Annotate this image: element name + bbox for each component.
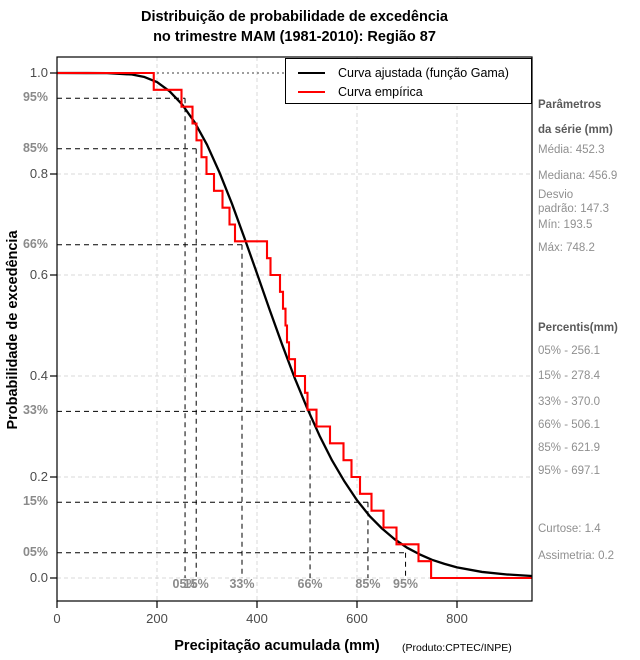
y-percentile-label: 66% xyxy=(22,236,48,251)
legend-item-empirical: Curva empírica xyxy=(298,82,531,101)
sidebar-percentil-05: 05% - 256.1 xyxy=(538,345,601,357)
x-percentile-label: 85% xyxy=(355,577,381,591)
sidebar-percentis-title: Percentis(mm) xyxy=(538,322,618,334)
y-percentile-label: 95% xyxy=(22,90,48,105)
legend-label-fitted: Curva ajustada (função Gama) xyxy=(338,65,509,80)
sidebar-percentil-66: 66% - 506.1 xyxy=(538,419,601,431)
chart-title-line2: no trimestre MAM (1981-2010): Região 87 xyxy=(153,29,436,45)
empirical-curve-line-icon xyxy=(298,90,325,93)
sidebar-percentil-15: 15% - 278.4 xyxy=(538,370,601,382)
y-percentile-label: 15% xyxy=(22,494,48,509)
sidebar-percentil-95: 95% - 697.1 xyxy=(538,465,601,477)
x-percentile-label: 66% xyxy=(297,577,323,591)
y-tick-label: 0.6 xyxy=(29,267,48,282)
sidebar-percentil-85: 85% - 621.9 xyxy=(538,442,601,454)
legend-item-fitted: Curva ajustada (função Gama) xyxy=(298,63,531,82)
sidebar-max: Máx: 748.2 xyxy=(538,242,595,254)
x-tick-label: 600 xyxy=(346,611,368,626)
legend-label-empirical: Curva empírica xyxy=(338,84,423,99)
x-percentile-label: 33% xyxy=(229,577,255,591)
sidebar-curtose: Curtose: 1.4 xyxy=(538,523,601,535)
sidebar-assimetria: Assimetria: 0.2 xyxy=(538,550,615,562)
y-tick-label: 0.4 xyxy=(29,368,48,383)
chart-legend: Curva ajustada (função Gama) Curva empír… xyxy=(285,58,532,104)
y-tick-label: 0.2 xyxy=(29,469,48,484)
y-tick-label: 0.0 xyxy=(29,570,48,585)
y-percentile-label: 05% xyxy=(22,544,48,559)
sidebar-params-title: Parâmetros da série (mm) xyxy=(538,99,613,136)
x-tick-label: 0 xyxy=(53,611,61,626)
y-tick-label: 1.0 xyxy=(29,65,48,80)
x-percentile-label: 95% xyxy=(393,577,419,591)
chart-title: Distribuição de probabilidade de excedên… xyxy=(57,7,532,47)
chart-title-line1: Distribuição de probabilidade de excedên… xyxy=(140,9,448,25)
sidebar-media: Média: 452.3 xyxy=(538,144,605,156)
y-percentile-label: 33% xyxy=(22,403,48,418)
product-credit: (Produto:CPTEC/INPE) xyxy=(402,642,512,654)
x-tick-label: 400 xyxy=(246,611,268,626)
x-tick-label: 200 xyxy=(146,611,168,626)
x-axis-label: Precipitação acumulada (mm) xyxy=(174,638,380,654)
y-percentile-label: 85% xyxy=(22,140,48,155)
x-percentile-label: 05% xyxy=(172,577,198,591)
x-percentile-label: 15% xyxy=(183,577,209,591)
y-tick-label: 0.8 xyxy=(29,166,48,181)
sidebar-min: Mín: 193.5 xyxy=(538,219,593,231)
sidebar-percentil-33: 33% - 370.0 xyxy=(538,396,601,408)
x-tick-label: 800 xyxy=(446,611,468,626)
fitted-curve-line-icon xyxy=(298,71,325,74)
y-axis-label: Probabilidade de excedência xyxy=(5,230,21,430)
sidebar-desvio-padrao: Desvio padrão: 147.3 xyxy=(538,189,609,215)
sidebar-mediana: Mediana: 456.9 xyxy=(538,170,618,182)
